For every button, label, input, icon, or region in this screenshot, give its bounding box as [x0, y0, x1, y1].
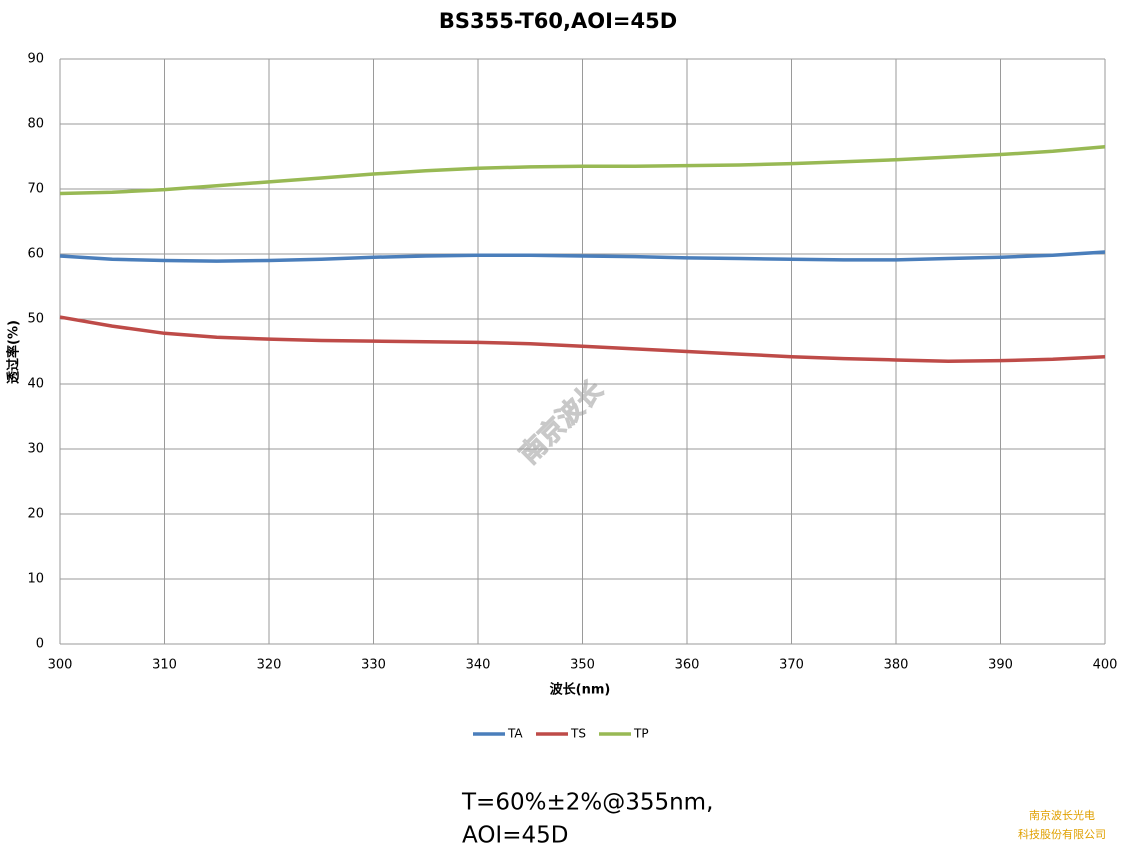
y-tick-label: 20: [27, 507, 44, 522]
x-tick-label: 360: [675, 658, 700, 673]
legend-label: TP: [633, 727, 649, 741]
x-tick-label: 320: [257, 658, 282, 673]
data-line: [59, 315, 1106, 363]
x-tick-label: 330: [361, 658, 386, 673]
y-tick-label: 60: [27, 247, 44, 262]
chart-title: BS355-T60,AOI=45D: [439, 9, 677, 33]
annotation: AOI=45D: [462, 823, 568, 848]
y-tick-label: 90: [27, 52, 44, 67]
data-line: [59, 250, 1106, 263]
x-tick-label: 310: [152, 658, 177, 673]
x-tick-label: 350: [570, 658, 595, 673]
y-tick-label: 80: [27, 117, 44, 132]
x-tick-label: 380: [884, 658, 909, 673]
y-tick-label: 10: [27, 572, 44, 587]
annotation: T=60%±2%@355nm,: [461, 790, 713, 816]
x-tick-label: 370: [779, 658, 804, 673]
y-tick-label: 40: [27, 377, 44, 392]
watermark: 南京波长: [514, 374, 610, 470]
x-axis-label: 波长(nm): [550, 682, 611, 698]
x-tick-label: 390: [988, 658, 1013, 673]
y-tick-label: 0: [36, 637, 44, 652]
legend-label: TA: [507, 727, 523, 741]
company-name: 科技股份有限公司: [1018, 827, 1106, 841]
y-tick-label: 70: [27, 182, 44, 197]
x-tick-label: 340: [466, 658, 491, 673]
y-tick-label: 30: [27, 442, 44, 457]
legend-label: TS: [570, 727, 586, 741]
y-tick-label: 50: [27, 312, 44, 327]
x-tick-label: 300: [48, 658, 73, 673]
data-line: [59, 145, 1106, 196]
company-name: 南京波长光电: [1029, 808, 1095, 822]
x-tick-label: 400: [1093, 658, 1118, 673]
y-axis-label: 透过率(%): [6, 320, 22, 384]
